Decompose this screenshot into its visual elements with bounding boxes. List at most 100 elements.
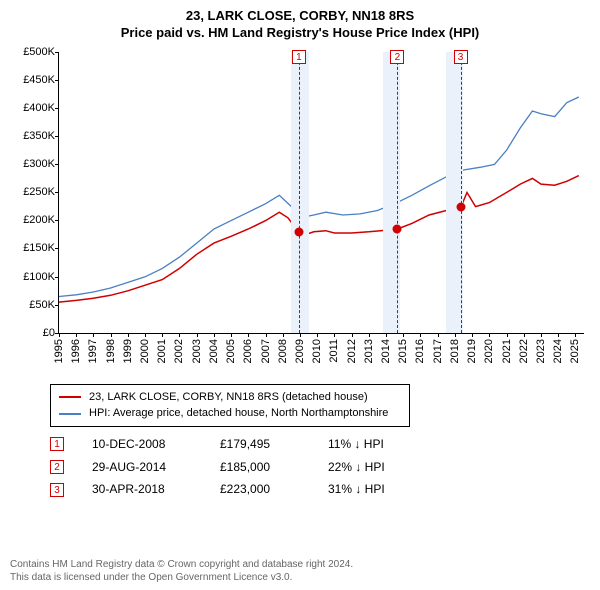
y-tick-mark [55,220,59,221]
table-row: 110-DEC-2008£179,49511% ↓ HPI [50,433,590,456]
x-tick-mark [214,333,215,337]
shaded-band [291,52,308,333]
x-tick-mark [558,333,559,337]
x-tick-label: 1996 [70,339,82,363]
x-tick-label: 2015 [397,339,409,363]
y-tick-label: £150K [23,242,55,254]
transaction-table: 110-DEC-2008£179,49511% ↓ HPI229-AUG-201… [50,433,590,501]
page-title-line1: 23, LARK CLOSE, CORBY, NN18 8RS [10,8,590,25]
txn-delta: 11% ↓ HPI [328,433,418,456]
page-title-line2: Price paid vs. HM Land Registry's House … [10,25,590,42]
x-tick-label: 2008 [277,339,289,363]
x-tick-mark [111,333,112,337]
x-tick-label: 2018 [449,339,461,363]
txn-delta: 22% ↓ HPI [328,456,418,479]
legend-item: HPI: Average price, detached house, Nort… [59,405,401,422]
y-tick-label: £300K [23,158,55,170]
x-tick-label: 2011 [328,339,340,363]
event-dot [456,203,465,212]
x-tick-mark [162,333,163,337]
x-tick-label: 1999 [122,339,134,363]
y-tick-label: £200K [23,214,55,226]
x-tick-mark [145,333,146,337]
y-tick-mark [55,305,59,306]
x-tick-label: 2013 [363,339,375,363]
txn-price: £185,000 [220,456,300,479]
x-tick-mark [489,333,490,337]
y-tick-mark [55,248,59,249]
event-badge: 2 [390,50,404,64]
event-line [461,52,462,333]
legend-label: HPI: Average price, detached house, Nort… [89,405,388,422]
legend: 23, LARK CLOSE, CORBY, NN18 8RS (detache… [50,384,410,427]
x-tick-label: 2017 [432,339,444,363]
event-line [397,52,398,333]
x-tick-mark [352,333,353,337]
series-hpi [59,97,579,297]
x-tick-label: 2021 [501,339,513,363]
x-tick-label: 2012 [346,339,358,363]
x-tick-mark [59,333,60,337]
txn-date: 29-AUG-2014 [92,456,192,479]
txn-badge: 2 [50,460,64,474]
y-tick-mark [55,136,59,137]
x-tick-label: 2024 [552,339,564,363]
txn-delta: 31% ↓ HPI [328,478,418,501]
x-tick-mark [369,333,370,337]
y-tick-label: £350K [23,130,55,142]
legend-swatch [59,396,81,398]
attribution-line2: This data is licensed under the Open Gov… [10,571,590,584]
x-tick-label: 2002 [173,339,185,363]
txn-badge: 1 [50,437,64,451]
y-tick-label: £100K [23,271,55,283]
series-property [59,175,579,302]
y-tick-label: £400K [23,102,55,114]
event-line [299,52,300,333]
x-tick-label: 1998 [105,339,117,363]
x-tick-mark [283,333,284,337]
y-tick-label: £0 [43,327,55,339]
x-tick-label: 2004 [208,339,220,363]
chart-svg [59,52,584,333]
x-tick-mark [541,333,542,337]
x-tick-mark [472,333,473,337]
attribution: Contains HM Land Registry data © Crown c… [10,558,590,584]
y-tick-mark [55,192,59,193]
plot-area: £0£50K£100K£150K£200K£250K£300K£350K£400… [58,52,584,334]
x-tick-label: 2005 [225,339,237,363]
x-tick-label: 2003 [191,339,203,363]
y-tick-mark [55,80,59,81]
x-tick-mark [403,333,404,337]
y-tick-label: £250K [23,186,55,198]
txn-date: 10-DEC-2008 [92,433,192,456]
x-tick-mark [231,333,232,337]
x-tick-label: 1997 [87,339,99,363]
x-tick-label: 2019 [466,339,478,363]
y-tick-mark [55,164,59,165]
x-tick-label: 2000 [139,339,151,363]
y-tick-label: £500K [23,46,55,58]
txn-badge: 3 [50,483,64,497]
event-dot [393,224,402,233]
y-tick-mark [55,277,59,278]
x-tick-mark [128,333,129,337]
x-tick-label: 2006 [242,339,254,363]
x-tick-label: 1995 [53,339,65,363]
y-tick-mark [55,52,59,53]
x-tick-label: 2007 [260,339,272,363]
x-tick-mark [300,333,301,337]
x-tick-mark [575,333,576,337]
x-tick-mark [420,333,421,337]
legend-item: 23, LARK CLOSE, CORBY, NN18 8RS (detache… [59,389,401,406]
x-tick-mark [524,333,525,337]
x-tick-label: 2009 [294,339,306,363]
y-tick-label: £50K [29,299,55,311]
x-tick-mark [266,333,267,337]
x-tick-label: 2010 [311,339,323,363]
x-tick-label: 2001 [156,339,168,363]
x-tick-label: 2025 [569,339,581,363]
x-tick-mark [197,333,198,337]
x-tick-mark [386,333,387,337]
txn-date: 30-APR-2018 [92,478,192,501]
x-tick-mark [179,333,180,337]
